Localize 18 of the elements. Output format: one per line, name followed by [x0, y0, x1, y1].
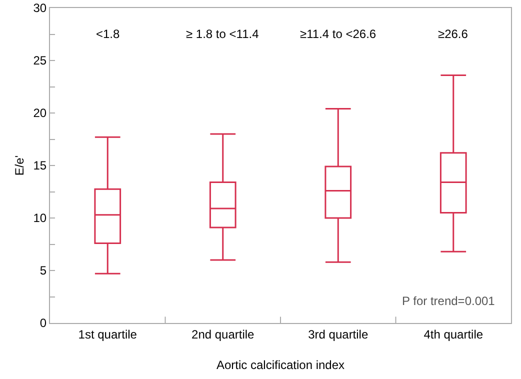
x-tick-label: 3rd quartile — [308, 327, 368, 342]
y-tick-label: 25 — [33, 54, 47, 68]
x-axis-title: Aortic calcification index — [216, 358, 345, 372]
y-tick-label: 20 — [33, 106, 47, 120]
annotation: P for trend=0.001 — [402, 294, 496, 308]
y-tick-label: 30 — [33, 1, 47, 16]
x-tick-label: 1st quartile — [78, 327, 138, 342]
y-tick-label: 15 — [33, 158, 47, 173]
annotation: <1.8 — [96, 27, 120, 41]
annotation: ≥26.6 — [438, 27, 468, 41]
y-tick-label: 10 — [33, 211, 47, 226]
x-tick-label: 4th quartile — [424, 327, 484, 342]
annotation: ≥ 1.8 to <11.4 — [186, 27, 260, 41]
y-axis-title: E/e' — [12, 155, 27, 176]
annotation: ≥11.4 to <26.6 — [300, 27, 376, 41]
x-tick-label: 2nd quartile — [192, 327, 255, 342]
y-tick-label: 0 — [40, 316, 47, 330]
y-tick-label: 5 — [40, 264, 47, 278]
